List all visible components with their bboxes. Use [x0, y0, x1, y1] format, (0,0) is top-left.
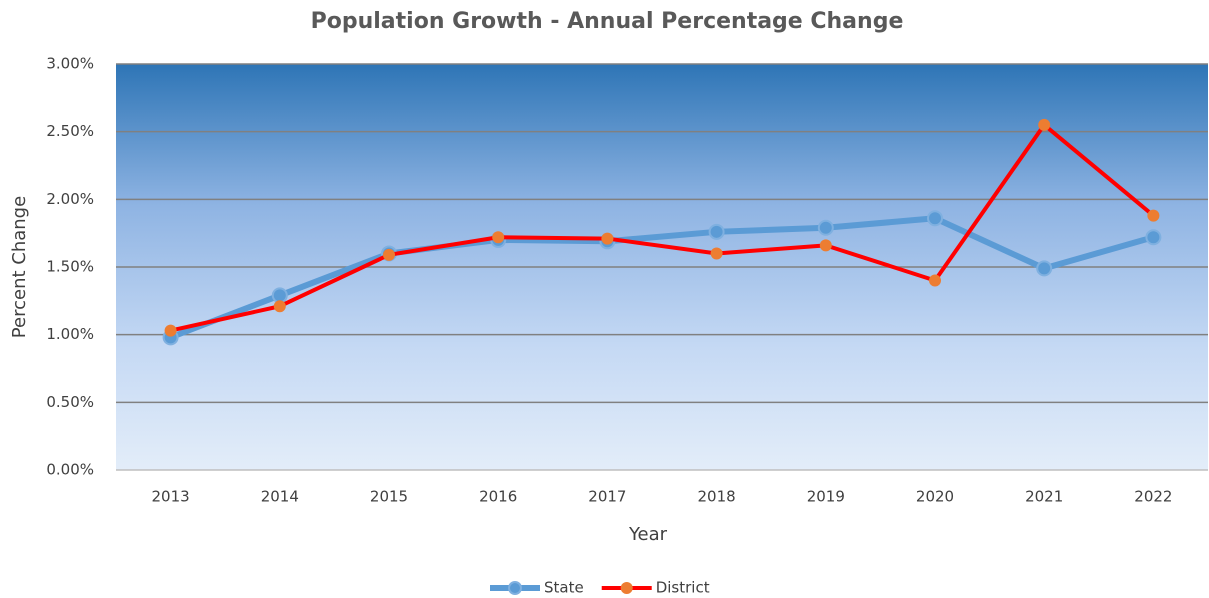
data-point — [1147, 209, 1160, 222]
data-point — [601, 232, 614, 245]
y-tick-label: 2.00% — [46, 190, 94, 208]
y-axis-title: Percent Change — [9, 196, 30, 338]
data-point — [492, 231, 505, 244]
data-point — [1145, 229, 1162, 246]
x-tick-label: 2021 — [1025, 488, 1063, 506]
legend-marker — [620, 582, 633, 594]
x-tick-label: 2014 — [261, 488, 299, 506]
data-point — [1036, 260, 1053, 277]
data-point — [819, 239, 832, 252]
legend-label: District — [656, 579, 710, 597]
y-tick-label: 0.50% — [46, 393, 94, 411]
x-tick-label: 2017 — [588, 488, 626, 506]
y-tick-label: 2.50% — [46, 122, 94, 140]
legend-label: State — [544, 579, 584, 597]
data-point — [164, 324, 177, 337]
data-point — [273, 300, 286, 313]
data-point — [1038, 118, 1051, 131]
x-tick-label: 2016 — [479, 488, 517, 506]
data-point — [710, 247, 723, 260]
x-tick-label: 2015 — [370, 488, 408, 506]
y-tick-label: 1.00% — [46, 325, 94, 343]
data-point — [927, 210, 943, 227]
y-tick-label: 1.50% — [46, 258, 94, 276]
data-point — [929, 274, 941, 287]
series-line — [169, 215, 1155, 341]
data-point — [708, 223, 725, 240]
x-tick-label: 2020 — [916, 488, 954, 506]
x-tick-label: 2019 — [807, 488, 845, 506]
y-tick-label: 3.00% — [46, 55, 94, 73]
legend-marker — [508, 581, 522, 595]
series-line — [170, 122, 1155, 333]
y-tick-label: 0.00% — [46, 461, 94, 479]
x-tick-label: 2013 — [152, 488, 190, 506]
data-point — [383, 248, 395, 261]
data-point — [817, 219, 834, 236]
x-tick-label: 2022 — [1134, 488, 1172, 506]
x-tick-label: 2018 — [698, 488, 736, 506]
x-axis-title: Year — [628, 524, 668, 545]
chart-title: Population Growth - Annual Percentage Ch… — [311, 9, 904, 34]
